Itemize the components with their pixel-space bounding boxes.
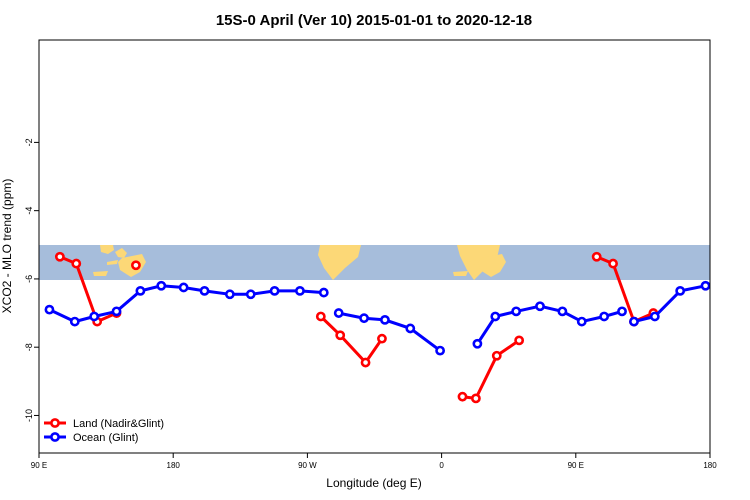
data-point bbox=[360, 357, 371, 368]
data-point bbox=[599, 311, 610, 322]
series-line bbox=[476, 304, 623, 345]
x-tick-label: 90 E bbox=[568, 461, 584, 470]
data-point bbox=[69, 316, 80, 327]
legend-marker bbox=[50, 432, 60, 442]
plot-frame bbox=[38, 39, 711, 454]
data-point bbox=[511, 306, 522, 317]
data-point bbox=[700, 280, 711, 291]
data-point bbox=[675, 285, 686, 296]
land-mass bbox=[93, 271, 108, 276]
data-point bbox=[156, 280, 167, 291]
data-point bbox=[89, 311, 100, 322]
data-point bbox=[457, 391, 468, 402]
data-point bbox=[629, 316, 639, 327]
data-point bbox=[199, 285, 210, 296]
data-point bbox=[245, 289, 256, 300]
series-layer bbox=[44, 251, 711, 404]
data-point bbox=[617, 306, 627, 317]
y-axis: -2 -4 -6 -8 -10 bbox=[24, 138, 39, 422]
data-point bbox=[490, 311, 501, 322]
land-mass bbox=[460, 245, 474, 254]
data-point bbox=[514, 335, 525, 346]
data-point bbox=[224, 289, 235, 300]
series-line bbox=[462, 339, 520, 401]
x-tick-label: 0 bbox=[439, 461, 444, 470]
data-point bbox=[315, 311, 326, 322]
y-tick-label: -8 bbox=[24, 343, 34, 351]
data-point bbox=[71, 258, 82, 269]
series-line bbox=[59, 255, 118, 324]
series-line bbox=[319, 315, 384, 365]
y-tick-label: -2 bbox=[24, 138, 34, 146]
legend-label: Land (Nadir&Glint) bbox=[73, 418, 164, 430]
legend-label: Ocean (Glint) bbox=[73, 432, 138, 444]
x-axis-label: Longitude (deg E) bbox=[326, 476, 421, 490]
land-mass bbox=[107, 260, 118, 265]
data-point bbox=[405, 323, 416, 334]
land-mass bbox=[318, 245, 361, 280]
land-mass bbox=[467, 260, 478, 265]
data-point bbox=[295, 285, 305, 296]
data-point bbox=[335, 330, 346, 341]
land-mass bbox=[478, 254, 506, 277]
series-line bbox=[633, 284, 706, 324]
data-point bbox=[380, 314, 390, 325]
land-mass bbox=[100, 245, 114, 254]
x-tick-label: 180 bbox=[703, 461, 717, 470]
data-point bbox=[649, 311, 660, 322]
data-point bbox=[591, 251, 602, 262]
data-point bbox=[377, 333, 387, 344]
data-point bbox=[111, 306, 122, 317]
land-mass bbox=[115, 248, 127, 258]
chart-title: 15S-0 April (Ver 10) 2015-01-01 to 2020-… bbox=[216, 12, 532, 29]
y-tick-label: -4 bbox=[24, 207, 34, 215]
legend-marker bbox=[50, 418, 60, 428]
data-point bbox=[535, 301, 545, 312]
series-1 bbox=[44, 280, 711, 356]
legend: Land (Nadir&Glint) Ocean (Glint) bbox=[44, 418, 164, 444]
plot-area bbox=[38, 39, 711, 454]
data-point bbox=[557, 306, 568, 317]
data-point bbox=[44, 304, 55, 315]
data-point bbox=[54, 251, 65, 262]
data-point bbox=[491, 350, 502, 361]
data-point bbox=[333, 308, 344, 318]
y-tick-label: -10 bbox=[24, 409, 34, 422]
latitude-band bbox=[39, 245, 710, 280]
data-point bbox=[178, 282, 189, 293]
x-tick-label: 90 W bbox=[298, 461, 317, 470]
data-point bbox=[435, 345, 446, 356]
x-axis: 90 E 180 90 W 0 90 E 180 bbox=[31, 453, 717, 470]
data-point bbox=[608, 258, 618, 269]
data-point bbox=[470, 393, 481, 404]
data-point bbox=[318, 287, 329, 298]
data-point bbox=[131, 260, 141, 271]
x-tick-label: 90 E bbox=[31, 461, 47, 470]
data-point bbox=[576, 316, 587, 327]
y-tick-label: -6 bbox=[24, 275, 34, 283]
data-point bbox=[269, 285, 280, 296]
data-point bbox=[472, 338, 483, 349]
y-axis-label: XCO2 - MLO trend (ppm) bbox=[0, 179, 14, 314]
data-point bbox=[359, 313, 369, 324]
x-tick-label: 180 bbox=[167, 461, 181, 470]
series-line bbox=[596, 255, 654, 324]
ocean-band bbox=[39, 245, 710, 280]
land-mass bbox=[453, 271, 468, 276]
data-point bbox=[135, 285, 146, 296]
